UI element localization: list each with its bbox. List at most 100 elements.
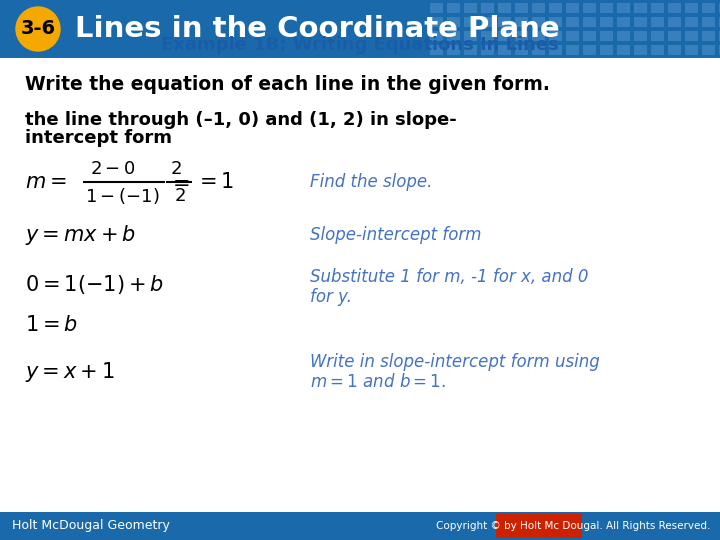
Bar bbox=[498, 45, 511, 55]
Bar bbox=[430, 31, 443, 41]
Bar bbox=[549, 17, 562, 27]
Bar bbox=[685, 3, 698, 13]
Bar bbox=[634, 3, 647, 13]
Bar bbox=[430, 45, 443, 55]
Bar bbox=[634, 17, 647, 27]
Bar bbox=[600, 45, 613, 55]
Text: $m =$: $m =$ bbox=[25, 172, 67, 192]
Bar bbox=[600, 17, 613, 27]
Bar bbox=[532, 3, 545, 13]
Bar bbox=[600, 3, 613, 13]
Bar bbox=[617, 31, 630, 41]
Bar bbox=[600, 31, 613, 41]
Bar bbox=[685, 45, 698, 55]
Bar bbox=[515, 31, 528, 41]
Bar bbox=[668, 3, 681, 13]
Text: Substitute 1 for m, -1 for x, and 0: Substitute 1 for m, -1 for x, and 0 bbox=[310, 268, 588, 286]
Text: $2-0$: $2-0$ bbox=[90, 160, 135, 178]
Bar bbox=[583, 3, 596, 13]
Text: $0 = 1(-1) + b$: $0 = 1(-1) + b$ bbox=[25, 273, 164, 296]
Bar bbox=[617, 45, 630, 55]
Bar bbox=[634, 31, 647, 41]
Bar bbox=[447, 17, 460, 27]
Bar bbox=[481, 31, 494, 41]
Bar bbox=[702, 31, 715, 41]
Text: $1-(-1)$: $1-(-1)$ bbox=[85, 186, 160, 206]
Text: intercept form: intercept form bbox=[25, 129, 172, 147]
Bar bbox=[617, 3, 630, 13]
Bar bbox=[532, 31, 545, 41]
Bar bbox=[430, 17, 443, 27]
Bar bbox=[464, 31, 477, 41]
Bar bbox=[496, 514, 582, 538]
Bar bbox=[583, 45, 596, 55]
Bar bbox=[515, 45, 528, 55]
Text: Example 1B: Writing Equations In Lines: Example 1B: Writing Equations In Lines bbox=[161, 36, 559, 54]
Bar bbox=[481, 3, 494, 13]
Bar bbox=[0, 0, 720, 58]
Bar bbox=[498, 17, 511, 27]
Text: Write in slope-intercept form using: Write in slope-intercept form using bbox=[310, 353, 600, 371]
Bar bbox=[566, 45, 579, 55]
Bar bbox=[566, 31, 579, 41]
Bar bbox=[719, 45, 720, 55]
Bar bbox=[464, 17, 477, 27]
Text: the line through (–1, 0) and (1, 2) in slope-: the line through (–1, 0) and (1, 2) in s… bbox=[25, 111, 456, 129]
Bar bbox=[617, 17, 630, 27]
Text: $1 = b$: $1 = b$ bbox=[25, 315, 78, 335]
Bar bbox=[634, 45, 647, 55]
Bar bbox=[447, 45, 460, 55]
Bar bbox=[0, 512, 720, 540]
Bar bbox=[532, 17, 545, 27]
Bar bbox=[719, 31, 720, 41]
Bar bbox=[685, 31, 698, 41]
Bar bbox=[515, 3, 528, 13]
Bar bbox=[583, 31, 596, 41]
Bar bbox=[549, 3, 562, 13]
Text: $=1$: $=1$ bbox=[195, 172, 234, 192]
Bar bbox=[430, 3, 443, 13]
Text: $2$: $2$ bbox=[174, 187, 186, 205]
Bar bbox=[651, 31, 664, 41]
Bar bbox=[651, 45, 664, 55]
Text: $2$: $2$ bbox=[170, 160, 181, 178]
Bar bbox=[651, 3, 664, 13]
Bar bbox=[498, 31, 511, 41]
Bar bbox=[447, 31, 460, 41]
Bar bbox=[549, 31, 562, 41]
Bar bbox=[566, 3, 579, 13]
Bar bbox=[447, 3, 460, 13]
Bar bbox=[702, 45, 715, 55]
Text: for y.: for y. bbox=[310, 288, 352, 306]
Bar bbox=[566, 17, 579, 27]
Bar bbox=[464, 45, 477, 55]
Bar bbox=[464, 3, 477, 13]
Text: Slope-intercept form: Slope-intercept form bbox=[310, 226, 482, 244]
Text: Write the equation of each line in the given form.: Write the equation of each line in the g… bbox=[25, 76, 550, 94]
Circle shape bbox=[16, 7, 60, 51]
Bar bbox=[685, 17, 698, 27]
Bar bbox=[481, 45, 494, 55]
Bar bbox=[481, 17, 494, 27]
Bar bbox=[532, 45, 545, 55]
Text: $=$: $=$ bbox=[168, 172, 189, 192]
Bar bbox=[549, 45, 562, 55]
Text: Holt McDougal Geometry: Holt McDougal Geometry bbox=[12, 519, 170, 532]
Bar bbox=[668, 31, 681, 41]
Bar bbox=[668, 17, 681, 27]
Bar bbox=[719, 17, 720, 27]
Bar bbox=[702, 3, 715, 13]
Bar bbox=[719, 3, 720, 13]
Text: Copyright © by Holt Mc Dougal. All Rights Reserved.: Copyright © by Holt Mc Dougal. All Right… bbox=[436, 521, 710, 531]
Text: 3-6: 3-6 bbox=[20, 19, 55, 38]
Text: Lines in the Coordinate Plane: Lines in the Coordinate Plane bbox=[75, 15, 559, 43]
Bar bbox=[668, 45, 681, 55]
Bar bbox=[583, 17, 596, 27]
Bar bbox=[702, 17, 715, 27]
Bar bbox=[515, 17, 528, 27]
Bar bbox=[651, 17, 664, 27]
Text: $y = mx + b$: $y = mx + b$ bbox=[25, 223, 136, 247]
Text: $m = 1$ and $b = 1.$: $m = 1$ and $b = 1.$ bbox=[310, 373, 446, 391]
Bar bbox=[498, 3, 511, 13]
Text: Find the slope.: Find the slope. bbox=[310, 173, 433, 191]
